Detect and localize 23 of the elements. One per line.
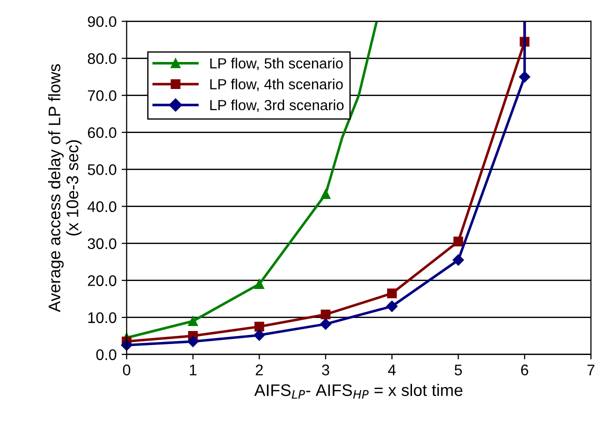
y-tick-label: 20.0 [88,275,116,286]
x-tick-label: 6 [521,364,528,376]
x-tick-label: 7 [587,364,594,376]
y-tick-label: 60.0 [88,127,116,138]
y-tick-label: 30.0 [88,238,116,250]
legend-label: LP flow, 4th scenario [210,78,343,92]
x-axis-title: AIFS$_{LP}$- AIFS$_{HP}$ = x slot time [254,384,462,399]
y-axis-title: Average access delay of LP flows (x 10e-3 sec) [48,64,82,312]
y-tick-label: 90.0 [88,16,116,28]
y-tick-label: 80.0 [88,53,116,64]
y-tick-label: 40.0 [88,201,116,212]
x-tick-label: 3 [322,364,330,376]
legend-label: LP flow, 5th scenario [210,58,343,70]
x-tick-label: 0 [122,364,130,376]
y-tick-label: 10.0 [88,312,116,324]
x-tick-label: 5 [454,364,462,376]
y-tick-label: 0.0 [96,349,116,360]
x-tick-label: 2 [256,364,263,376]
y-tick-label: 50.0 [88,164,116,176]
x-tick-label: 4 [388,364,396,376]
y-tick-label: 70.0 [88,90,116,102]
legend-label: LP flow, 3rd scenario [210,100,344,112]
x-tick-label: 1 [190,364,196,376]
